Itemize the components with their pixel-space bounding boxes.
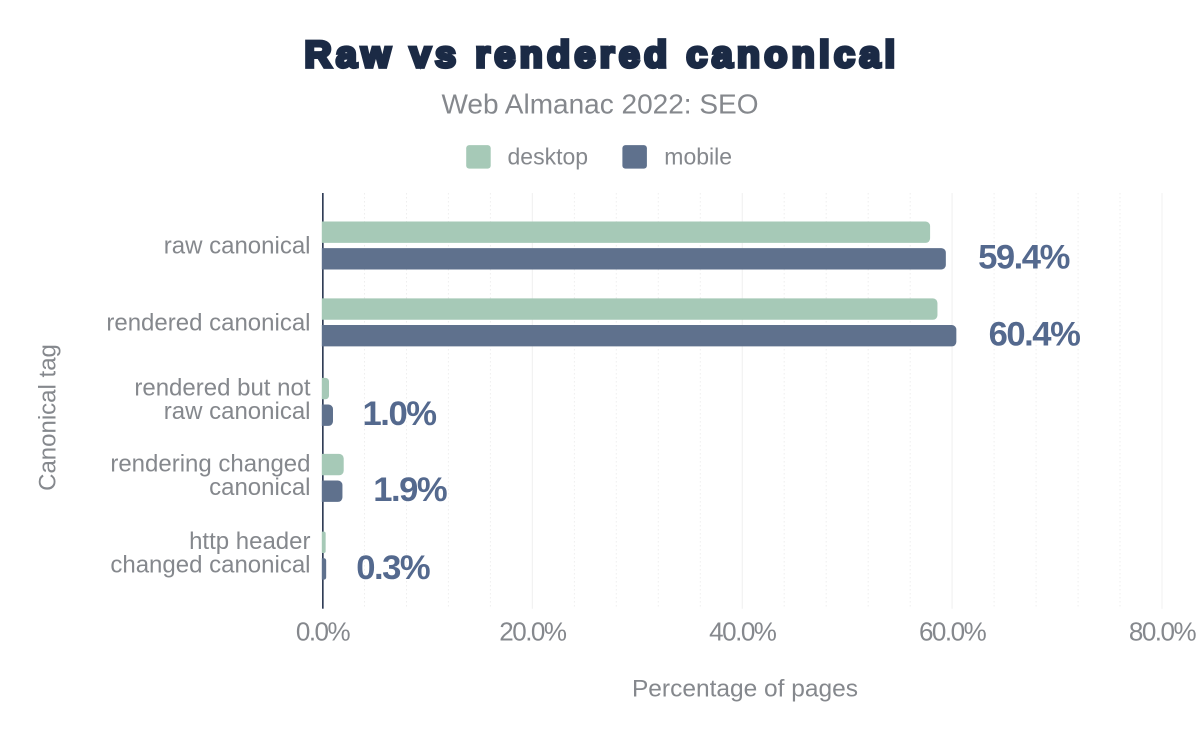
svg-text:rendering changed: rendering changed bbox=[110, 450, 310, 477]
svg-text:60.4%: 60.4% bbox=[989, 316, 1080, 354]
svg-text:raw canonical: raw canonical bbox=[164, 233, 311, 260]
svg-text:1.0%: 1.0% bbox=[363, 395, 437, 433]
svg-text:rendered but not: rendered but not bbox=[134, 374, 310, 401]
svg-text:80.0%: 80.0% bbox=[1129, 617, 1197, 647]
svg-text:1.9%: 1.9% bbox=[373, 471, 447, 509]
svg-text:60.0%: 60.0% bbox=[919, 617, 987, 647]
svg-text:Canonical tag: Canonical tag bbox=[35, 344, 62, 491]
svg-text:Percentage of pages: Percentage of pages bbox=[632, 676, 858, 703]
svg-text:20.0%: 20.0% bbox=[499, 617, 567, 647]
svg-text:Raw vs rendered canonical: Raw vs rendered canonical bbox=[304, 33, 899, 75]
svg-text:40.0%: 40.0% bbox=[709, 617, 777, 647]
svg-text:Web Almanac 2022: SEO: Web Almanac 2022: SEO bbox=[442, 89, 759, 120]
svg-text:raw canonical: raw canonical bbox=[164, 398, 311, 425]
svg-text:mobile: mobile bbox=[664, 143, 732, 169]
svg-text:0.3%: 0.3% bbox=[356, 549, 430, 587]
svg-text:canonical: canonical bbox=[209, 474, 310, 501]
svg-text:desktop: desktop bbox=[508, 143, 589, 169]
svg-text:0.0%: 0.0% bbox=[296, 617, 351, 647]
svg-text:59.4%: 59.4% bbox=[978, 239, 1069, 277]
svg-text:changed canonical: changed canonical bbox=[110, 552, 310, 579]
svg-text:rendered canonical: rendered canonical bbox=[106, 310, 310, 337]
svg-text:http header: http header bbox=[189, 528, 310, 555]
